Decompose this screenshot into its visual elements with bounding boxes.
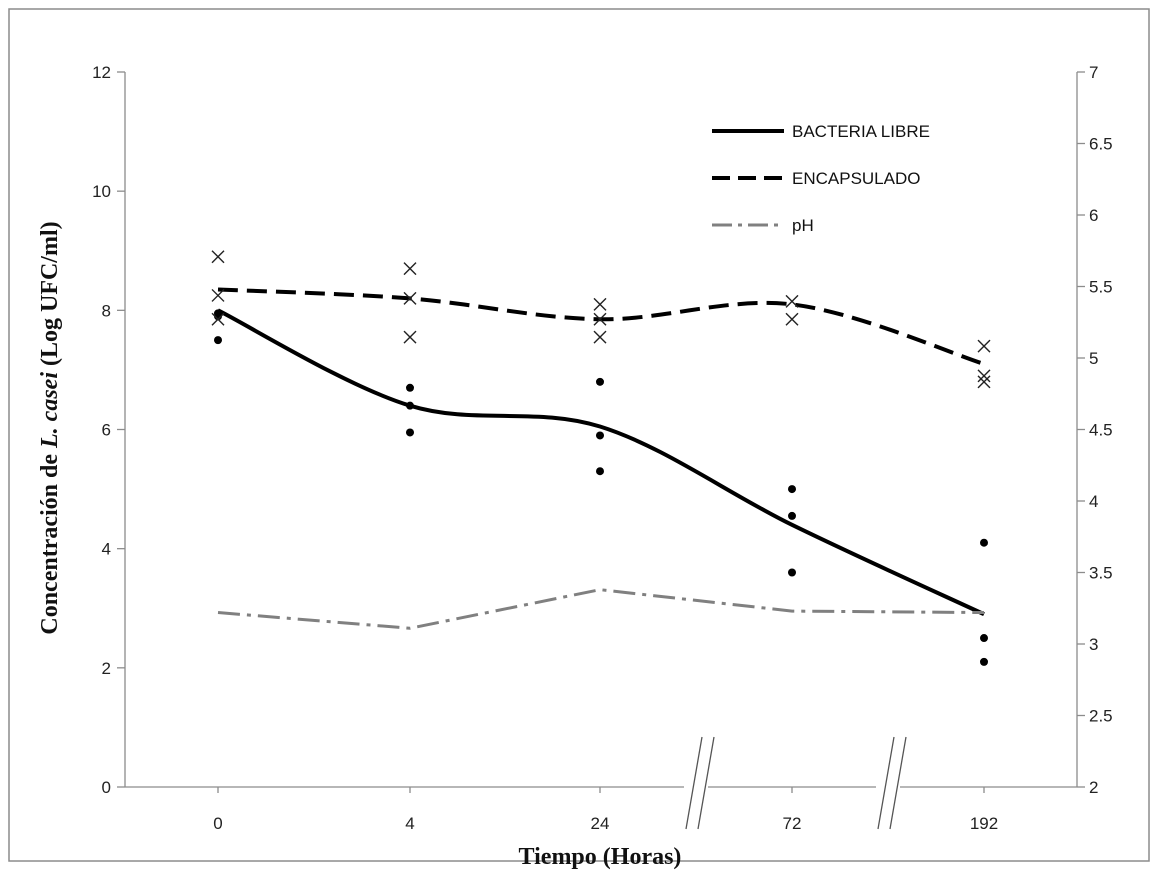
y-right-tick-label: 4.5 <box>1089 421 1113 440</box>
y-right-tick-label: 5 <box>1089 349 1098 368</box>
y-right-tick-label: 3 <box>1089 635 1098 654</box>
data-point-encapsulado <box>785 312 799 326</box>
data-point-encapsulado <box>403 330 417 344</box>
y-right-tick-label: 5.5 <box>1089 278 1113 297</box>
data-point-encapsulado <box>403 291 417 305</box>
y-right-tick-label: 6.5 <box>1089 135 1113 154</box>
y-right-tick-label: 3.5 <box>1089 564 1113 583</box>
x-axis-title: Tiempo (Horas) <box>519 844 682 870</box>
marker-x-stroke <box>211 250 225 264</box>
marker-x-stroke <box>403 330 417 344</box>
marker-x-stroke <box>403 291 417 305</box>
y-axis-title-italic: L. casei <box>37 372 63 449</box>
marker-x-stroke <box>403 262 417 276</box>
data-point-encapsulado <box>593 330 607 344</box>
data-point-encapsulado <box>977 369 991 383</box>
y-left-tick-label: 4 <box>102 540 111 559</box>
y-axis-title-prefix: Concentración de <box>37 448 63 635</box>
series-line-bacteria-libre <box>217 308 985 617</box>
marker-x-stroke <box>785 294 799 308</box>
x-tick-label: 72 <box>783 814 802 833</box>
data-point-bacteria-libre <box>214 336 222 345</box>
x-tick-label: 0 <box>213 814 222 833</box>
data-point-bacteria-libre <box>788 485 796 494</box>
legend: BACTERIA LIBRE ENCAPSULADO pH <box>712 122 930 235</box>
data-point-bacteria-libre <box>788 511 796 520</box>
data-point-bacteria-libre <box>980 538 988 547</box>
y-right-tick-label: 2 <box>1089 778 1098 797</box>
data-point-bacteria-libre <box>406 401 414 410</box>
data-point-bacteria-libre <box>980 634 988 643</box>
y-left-tick-label: 12 <box>92 63 111 82</box>
chart-area-border <box>8 8 1150 862</box>
marker-x-stroke <box>785 312 799 326</box>
y-left-tick-label: 6 <box>102 421 111 440</box>
legend-label-ph: pH <box>792 216 814 235</box>
marker-x-stroke <box>977 339 991 353</box>
x-tick-label: 24 <box>591 814 610 833</box>
x-axis-break-mark <box>889 736 907 830</box>
marker-x-stroke <box>593 297 607 311</box>
y-axis-title: Concentración de L. casei (Log UFC/ml) <box>37 221 63 634</box>
y-right-tick-label: 2.5 <box>1089 707 1113 726</box>
data-point-bacteria-libre <box>214 309 222 318</box>
marker-x-stroke <box>593 312 607 326</box>
marker-x-stroke <box>977 369 991 383</box>
data-point-bacteria-libre <box>980 657 988 666</box>
data-point-encapsulado <box>593 297 607 311</box>
marker-x-stroke <box>211 288 225 302</box>
data-point-encapsulado <box>785 294 799 308</box>
data-point-encapsulado <box>403 262 417 276</box>
data-point-encapsulado <box>977 339 991 353</box>
x-axis-break-mark <box>685 736 703 830</box>
marker-x-stroke <box>593 330 607 344</box>
y-right-tick-label: 6 <box>1089 206 1098 225</box>
marker-x-stroke <box>977 375 991 389</box>
x-axis-break-mark <box>877 736 895 830</box>
x-axis-break-mark <box>697 736 715 830</box>
x-tick-label: 4 <box>405 814 414 833</box>
y-left-tick-label: 2 <box>102 659 111 678</box>
marker-x-stroke <box>211 312 225 326</box>
x-tick-label: 192 <box>970 814 998 833</box>
legend-label-encapsulado: ENCAPSULADO <box>792 169 920 188</box>
y-axis-title-suffix: (Log UFC/ml) <box>37 221 63 372</box>
y-left-tick-label: 8 <box>102 301 111 320</box>
markers-layer <box>211 250 991 666</box>
data-point-encapsulado <box>593 312 607 326</box>
data-point-bacteria-libre <box>596 431 604 440</box>
data-point-bacteria-libre <box>596 467 604 476</box>
data-point-encapsulado <box>211 312 225 326</box>
data-point-encapsulado <box>977 375 991 389</box>
data-point-bacteria-libre <box>788 568 796 577</box>
legend-label-bacteria-libre: BACTERIA LIBRE <box>792 122 930 141</box>
data-point-bacteria-libre <box>406 428 414 437</box>
y-right-tick-label: 4 <box>1089 492 1098 511</box>
data-point-encapsulado <box>211 288 225 302</box>
y-left-tick-label: 10 <box>92 182 111 201</box>
data-point-bacteria-libre <box>406 383 414 392</box>
data-point-bacteria-libre <box>596 377 604 386</box>
series-line-ph <box>217 588 985 630</box>
y-right-tick-label: 7 <box>1089 63 1098 82</box>
y-left-tick-label: 0 <box>102 778 111 797</box>
data-point-encapsulado <box>211 250 225 264</box>
